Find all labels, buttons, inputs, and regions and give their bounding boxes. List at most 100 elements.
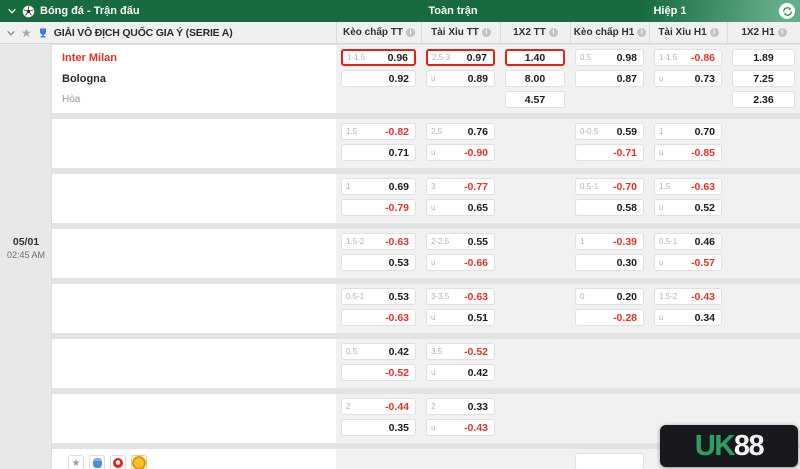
odds-cell[interactable]: u 0.51 [426, 309, 495, 326]
odds-cell[interactable] [575, 453, 644, 469]
hot-icon[interactable] [110, 455, 126, 469]
odds-cell[interactable]: -0.71 [575, 144, 644, 161]
odds-cell[interactable]: u -0.43 [426, 419, 495, 436]
odds-value: 0.42 [388, 345, 409, 358]
odds-cell[interactable]: 1 0.69 [341, 178, 416, 195]
odds-cell[interactable]: 1.89 [732, 49, 795, 66]
odds-cell[interactable]: 0.92 [341, 70, 416, 87]
odds-cell[interactable]: u 0.73 [654, 70, 722, 87]
team-cell: Inter Milan Bologna Hòa [52, 45, 336, 113]
odds-cell[interactable]: u -0.66 [426, 254, 495, 271]
odds-cell[interactable]: 0.5 0.42 [341, 343, 416, 360]
odds-cell[interactable]: 7.25 [732, 70, 795, 87]
info-icon[interactable]: i [548, 28, 558, 37]
match-odds-row: 1.5 -0.82 0.71 2.5 0.76 u -0.90 0-0.5 0.59 -0.71 1… [52, 119, 800, 168]
handicap-label: 1 [659, 127, 664, 136]
odds-cell[interactable]: -0.79 [341, 199, 416, 216]
handicap-label: u [431, 74, 436, 83]
odds-cell[interactable]: u 0.89 [426, 70, 495, 87]
odds-cell[interactable]: -0.52 [341, 364, 416, 381]
odds-value: 0.70 [694, 125, 715, 138]
odds-value: 0.51 [467, 311, 488, 324]
odds-cell[interactable]: u 0.52 [654, 199, 722, 216]
odds-cell[interactable]: 1.5-2 -0.43 [654, 288, 722, 305]
odds-cell[interactable]: 0-0.5 0.59 [575, 123, 644, 140]
odds-column-kc-tt: 1 0.69 -0.79 [336, 174, 421, 223]
odds-column-tx-tt [421, 449, 500, 469]
odds-cell[interactable]: 0.58 [575, 199, 644, 216]
odds-cell[interactable]: 1.5-2 -0.63 [341, 233, 416, 250]
odds-column-x12-tt [500, 119, 570, 168]
odds-value: 0.89 [467, 72, 488, 85]
odds-cell[interactable]: 0.53 [341, 254, 416, 271]
odds-cell[interactable]: 2 0.33 [426, 398, 495, 415]
odds-cell[interactable]: 1.5 -0.82 [341, 123, 416, 140]
stats-icon[interactable] [89, 455, 105, 469]
odds-column-kc-tt [336, 449, 421, 469]
odds-cell[interactable]: u 0.42 [426, 364, 495, 381]
odds-cell[interactable]: 2.5-3 0.97 [426, 49, 495, 66]
odds-cell[interactable]: -0.28 [575, 309, 644, 326]
odds-cell[interactable]: 0.5-1 0.53 [341, 288, 416, 305]
league-collapse-chevron-icon[interactable] [6, 28, 16, 38]
info-icon[interactable]: i [637, 28, 647, 37]
odds-cell[interactable]: u -0.57 [654, 254, 722, 271]
info-icon[interactable]: i [709, 28, 719, 37]
odds-cell[interactable]: u -0.90 [426, 144, 495, 161]
odds-cell[interactable]: 0.87 [575, 70, 644, 87]
coin-icon[interactable] [131, 455, 147, 469]
odds-value: 4.57 [524, 93, 546, 106]
odds-column-x12-tt: 1.40 8.00 4.57 [500, 45, 570, 113]
odds-cell[interactable]: u -0.85 [654, 144, 722, 161]
favorite-star-icon[interactable]: ★ [68, 455, 84, 469]
odds-value: -0.82 [385, 125, 409, 138]
info-icon[interactable]: i [481, 28, 491, 37]
odds-cell[interactable]: 1-1.5 -0.86 [654, 49, 722, 66]
odds-cell[interactable]: 1.40 [505, 49, 565, 66]
odds-cell[interactable]: 8.00 [505, 70, 565, 87]
odds-value: -0.66 [464, 256, 488, 269]
odds-value: 0.98 [616, 51, 637, 64]
odds-cell[interactable]: u 0.65 [426, 199, 495, 216]
odds-cell[interactable]: 1 -0.39 [575, 233, 644, 250]
sport-collapse-chevron-icon[interactable] [7, 6, 17, 16]
odds-cell[interactable]: 0 0.20 [575, 288, 644, 305]
odds-cell[interactable]: 2 -0.44 [341, 398, 416, 415]
odds-cell[interactable]: 4.57 [505, 91, 565, 108]
odds-cell[interactable]: u 0.34 [654, 309, 722, 326]
handicap-label: 2-2.5 [431, 237, 450, 246]
odds-cell[interactable]: 3-3.5 -0.63 [426, 288, 495, 305]
odds-column-x12-tt [500, 284, 570, 333]
odds-column-tx-h1 [649, 339, 727, 388]
favorite-league-star-icon[interactable]: ★ [21, 25, 32, 40]
odds-column-kc-tt: 1-1.5 0.96 0.92 [336, 45, 421, 113]
odds-column-x12-tt [500, 229, 570, 278]
odds-cell[interactable]: 3 -0.77 [426, 178, 495, 195]
odds-value: -0.71 [613, 146, 637, 159]
odds-cell[interactable]: 1-1.5 0.96 [341, 49, 416, 66]
odds-cell[interactable]: 0.35 [341, 419, 416, 436]
odds-cell[interactable]: 2.36 [732, 91, 795, 108]
odds-cell[interactable]: 2.5 0.76 [426, 123, 495, 140]
odds-value: -0.79 [385, 201, 409, 214]
odds-cell[interactable]: 1.5 -0.63 [654, 178, 722, 195]
odds-cell[interactable]: 0.71 [341, 144, 416, 161]
odds-cell[interactable]: -0.63 [341, 309, 416, 326]
odds-value: 0.53 [388, 290, 409, 303]
odds-cell[interactable]: 2-2.5 0.55 [426, 233, 495, 250]
odds-cell[interactable]: 1 0.70 [654, 123, 722, 140]
info-icon[interactable]: i [406, 28, 415, 37]
odds-cell[interactable]: 0.5 0.98 [575, 49, 644, 66]
info-icon[interactable]: i [777, 28, 787, 37]
odds-value: 0.59 [616, 125, 637, 138]
odds-cell[interactable]: 0.5-1 0.46 [654, 233, 722, 250]
odds-value: -0.86 [691, 51, 715, 64]
odds-cell[interactable]: 3.5 -0.52 [426, 343, 495, 360]
odds-cell[interactable]: 0.5-1 -0.70 [575, 178, 644, 195]
handicap-label: 0.5-1 [580, 182, 599, 191]
odds-cell[interactable]: 0.30 [575, 254, 644, 271]
handicap-label: 2.5 [431, 127, 443, 136]
refresh-button[interactable] [779, 3, 795, 19]
odds-value: 0.73 [694, 72, 715, 85]
team-cell [52, 339, 336, 388]
